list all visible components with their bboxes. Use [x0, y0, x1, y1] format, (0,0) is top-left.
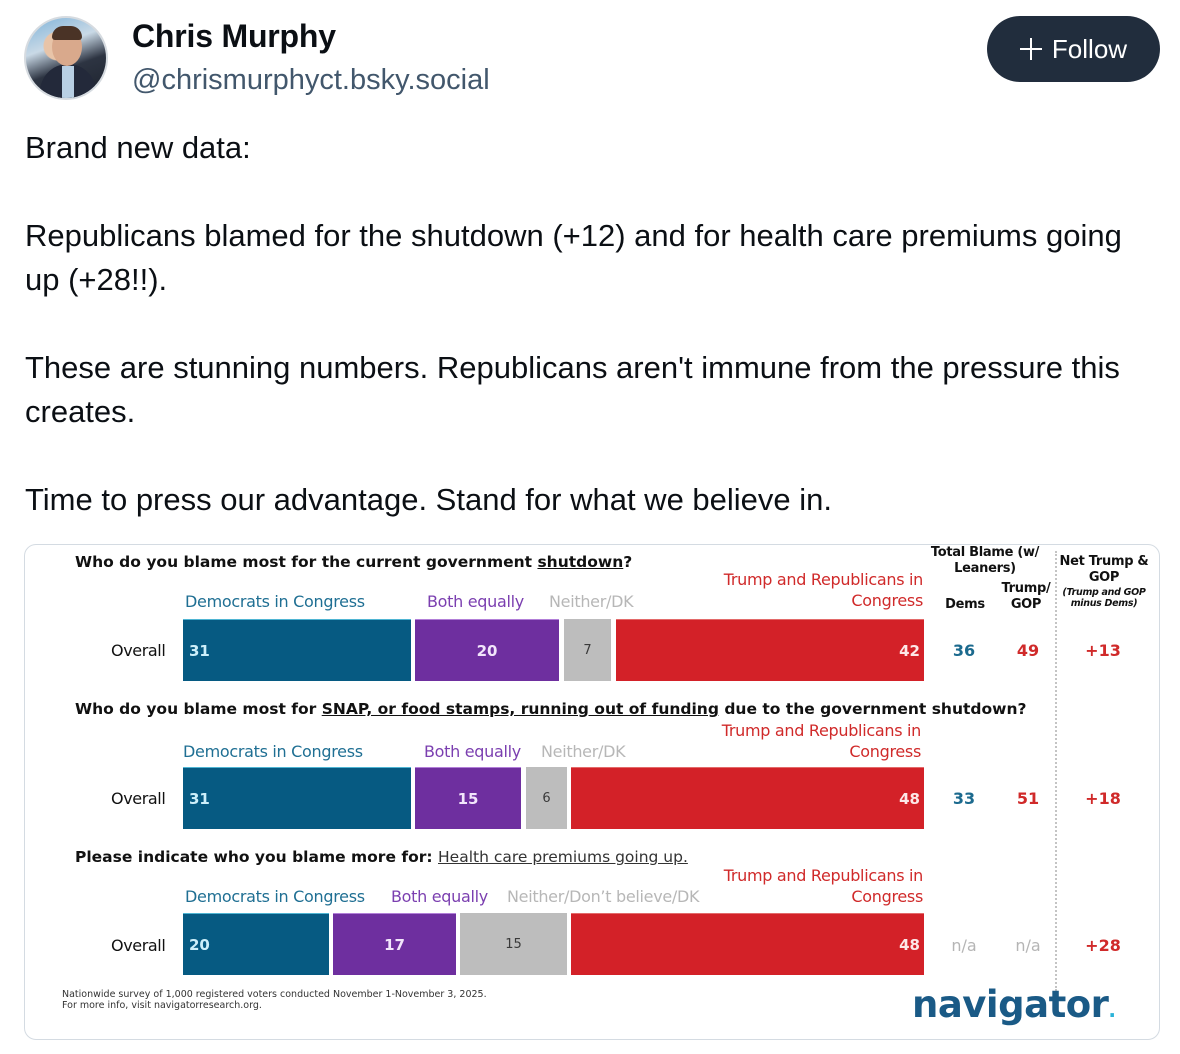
post-paragraph: Time to press our advantage. Stand for w…	[25, 482, 833, 517]
net-column-header: Net Trump & GOP	[1059, 554, 1149, 585]
total-gop-value: 49	[1016, 641, 1040, 660]
plus-icon	[1019, 38, 1042, 60]
bar-neither: 7	[564, 619, 611, 681]
avatar-hair	[52, 26, 82, 40]
avatar-shirt	[62, 66, 74, 98]
net-value: +28	[1085, 936, 1121, 955]
legend-republicans: Trump and Republicans in Congress	[723, 570, 924, 610]
legend-democrats: Democrats in Congress	[183, 742, 363, 761]
bar-both: 15	[415, 767, 521, 829]
total-gop-value: 51	[1016, 789, 1040, 808]
trump-gop-column-header: Trump/ GOP	[1001, 581, 1051, 612]
bar-both: 17	[333, 913, 456, 975]
poll-chart: Total Blame (w/ Leaners) Dems Trump/ GOP…	[25, 545, 1159, 1039]
legend-both: Both equally	[427, 592, 524, 611]
legend-both: Both equally	[424, 742, 521, 761]
post-paragraph: These are stunning numbers. Republicans …	[25, 350, 1120, 429]
row-label: Overall	[111, 789, 166, 808]
bar-neither: 6	[526, 767, 567, 829]
post-body: Brand new data: Republicans blamed for t…	[25, 126, 1145, 522]
bar-democrats: 31	[183, 619, 411, 681]
bar-republicans: 48	[571, 767, 924, 829]
net-value: +13	[1085, 641, 1121, 660]
post-paragraph: Brand new data:	[25, 130, 251, 165]
net-value: +18	[1085, 789, 1121, 808]
row-label: Overall	[111, 936, 166, 955]
survey-footnote: Nationwide survey of 1,000 registered vo…	[62, 989, 487, 1011]
dems-column-header: Dems	[945, 597, 985, 612]
follow-button-label: Follow	[1051, 33, 1128, 64]
net-column-subheader: (Trump and GOP minus Dems)	[1062, 587, 1146, 609]
legend-neither: Neither/DK	[549, 592, 634, 611]
legend-democrats: Democrats in Congress	[185, 592, 365, 611]
row-label: Overall	[111, 641, 166, 660]
legend-both: Both equally	[391, 887, 488, 906]
total-gop-value: n/a	[1015, 936, 1041, 955]
navigator-logo: navigator.	[912, 983, 1116, 1026]
author-handle[interactable]: @chrismurphyct.bsky.social	[132, 64, 490, 96]
embedded-image[interactable]: Total Blame (w/ Leaners) Dems Trump/ GOP…	[24, 544, 1160, 1040]
legend-democrats: Democrats in Congress	[185, 887, 365, 906]
bar-republicans: 42	[616, 619, 924, 681]
avatar[interactable]	[24, 16, 108, 100]
legend-neither: Neither/Don’t believe/DK	[507, 887, 700, 906]
column-divider	[1055, 551, 1057, 991]
question-2: Who do you blame most for SNAP, or food …	[75, 700, 1027, 718]
question-1: Who do you blame most for the current go…	[75, 553, 633, 571]
legend-republicans: Trump and Republicans in Congress	[723, 866, 924, 906]
total-dems-value: 33	[952, 789, 976, 808]
bar-democrats: 31	[183, 767, 411, 829]
post-paragraph: Republicans blamed for the shutdown (+12…	[25, 218, 1122, 297]
follow-button[interactable]: Follow	[987, 16, 1160, 82]
bar-democrats: 20	[183, 913, 329, 975]
post-header: Chris Murphy @chrismurphyct.bsky.social …	[24, 16, 1160, 102]
legend-neither: Neither/DK	[541, 742, 626, 761]
author-display-name[interactable]: Chris Murphy	[132, 18, 336, 54]
total-dems-value: 36	[952, 641, 976, 660]
total-dems-value: n/a	[951, 936, 977, 955]
bar-republicans: 48	[571, 913, 924, 975]
bar-neither: 15	[460, 913, 567, 975]
question-3: Please indicate who you blame more for: …	[75, 848, 688, 866]
bar-both: 20	[415, 619, 559, 681]
total-blame-header: Total Blame (w/ Leaners)	[930, 545, 1040, 576]
legend-republicans: Trump and Republicans in Congress	[721, 721, 922, 761]
